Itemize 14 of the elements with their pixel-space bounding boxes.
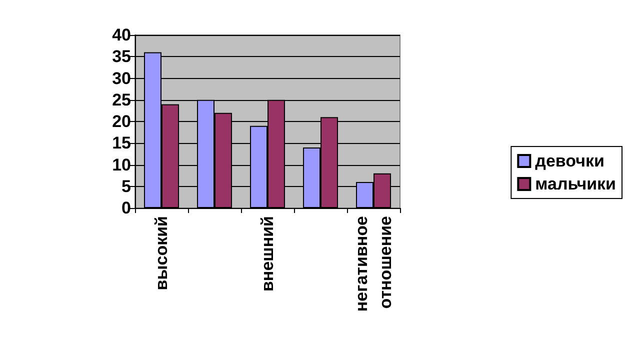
y-tick-label: 10 (112, 155, 131, 174)
legend-label: мальчики (535, 174, 616, 194)
y-tick-label: 15 (112, 134, 131, 153)
y-tick-label: 5 (122, 176, 131, 196)
y-tick-label: 25 (112, 90, 131, 110)
x-tick-label: негативное отношение (352, 216, 395, 312)
y-tick-label: 30 (112, 68, 131, 88)
y-tick-label: 20 (112, 112, 131, 131)
y-tick-label: 35 (112, 47, 131, 66)
x-tick-label: внешний (258, 216, 277, 292)
legend-label: девочки (535, 152, 604, 170)
x-tick-label: высокий (152, 216, 171, 290)
y-tick-label: 0 (122, 198, 131, 218)
y-tick-label: 40 (112, 26, 131, 44)
